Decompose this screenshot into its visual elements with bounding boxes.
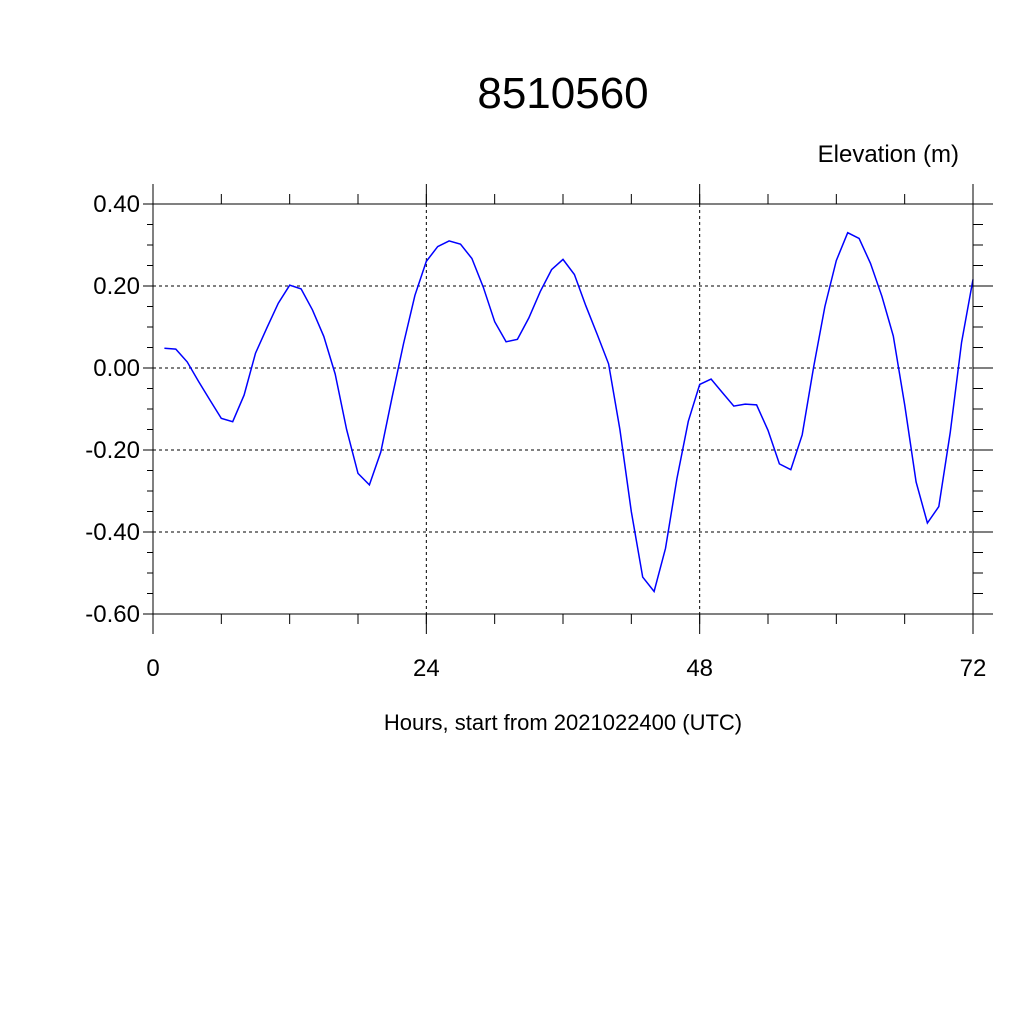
grid-lines — [152, 203, 974, 615]
plot-frame — [152, 203, 974, 615]
elevation-line — [164, 231, 974, 594]
y-tick-label: -0.40 — [85, 519, 140, 546]
x-tick-label: 72 — [960, 655, 987, 682]
y-tick-label: 0.00 — [93, 355, 140, 382]
axis-ticks — [143, 184, 993, 634]
x-tick-label: 24 — [413, 655, 440, 682]
y-tick-labels: 0.40 0.20 0.00 -0.20 -0.40 -0.60 — [85, 191, 140, 628]
y-axis-label: Elevation (m) — [818, 141, 959, 168]
y-tick-label: 0.20 — [93, 273, 140, 300]
x-axis-label: Hours, start from 2021022400 (UTC) — [384, 710, 742, 735]
x-tick-label: 0 — [146, 655, 159, 682]
chart-title: 8510560 — [477, 69, 648, 118]
x-tick-labels: 0 24 48 72 — [146, 655, 986, 682]
y-tick-label: 0.40 — [93, 191, 140, 218]
y-tick-label: -0.20 — [85, 437, 140, 464]
y-tick-label: -0.60 — [85, 601, 140, 628]
x-tick-label: 48 — [686, 655, 713, 682]
